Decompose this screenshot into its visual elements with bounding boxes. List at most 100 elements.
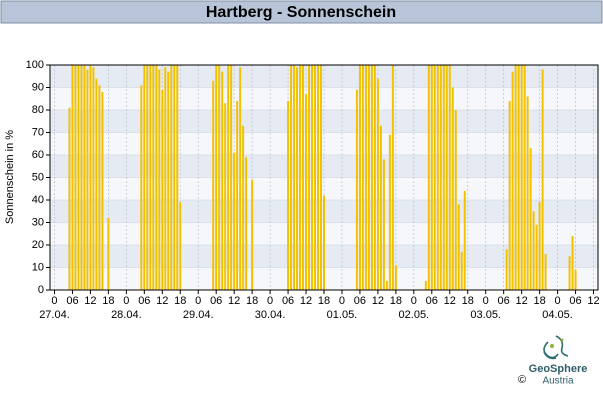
bar bbox=[361, 65, 364, 290]
bar bbox=[86, 69, 89, 290]
bar bbox=[299, 65, 302, 290]
bar bbox=[149, 65, 152, 290]
bar bbox=[317, 65, 320, 290]
bar bbox=[164, 67, 167, 290]
x-tick-label: 18 bbox=[390, 295, 402, 307]
bar bbox=[505, 249, 508, 290]
bar bbox=[394, 265, 397, 290]
bar bbox=[517, 65, 520, 290]
bar bbox=[463, 191, 466, 290]
bar bbox=[433, 65, 436, 290]
bar bbox=[538, 202, 541, 290]
bar bbox=[323, 195, 325, 290]
y-tick-label: 80 bbox=[32, 104, 44, 116]
bar bbox=[523, 65, 526, 290]
x-tick-label: 06 bbox=[426, 295, 438, 307]
bar bbox=[311, 65, 314, 290]
x-tick-label: 18 bbox=[462, 295, 474, 307]
bar bbox=[173, 65, 176, 290]
bar bbox=[427, 65, 430, 290]
bar bbox=[526, 96, 529, 290]
bar bbox=[442, 65, 445, 290]
bar bbox=[320, 65, 323, 290]
bar bbox=[370, 65, 373, 290]
bar bbox=[161, 89, 164, 290]
bar bbox=[296, 67, 299, 290]
x-tick-label: 0 bbox=[51, 295, 57, 307]
bar bbox=[287, 101, 290, 290]
y-tick-label: 20 bbox=[32, 239, 44, 251]
bar bbox=[544, 254, 547, 290]
logo-sub: Austria bbox=[542, 376, 574, 387]
logo-icon bbox=[543, 335, 569, 360]
x-tick-label: 18 bbox=[533, 295, 545, 307]
bar bbox=[80, 65, 83, 290]
bar bbox=[382, 159, 385, 290]
bar bbox=[155, 65, 158, 290]
bar bbox=[532, 211, 535, 290]
bar bbox=[224, 103, 227, 290]
x-tick-label: 0 bbox=[339, 295, 345, 307]
bar bbox=[98, 85, 101, 290]
bar bbox=[212, 80, 215, 290]
date-label: 03.05. bbox=[470, 309, 501, 321]
bar bbox=[170, 65, 173, 290]
bar bbox=[385, 281, 388, 290]
bar bbox=[457, 204, 460, 290]
x-tick-label: 18 bbox=[246, 295, 258, 307]
x-tick-label: 12 bbox=[300, 295, 312, 307]
bar bbox=[77, 65, 80, 290]
bar bbox=[245, 157, 248, 290]
date-label: 30.04. bbox=[255, 309, 286, 321]
bar bbox=[74, 65, 77, 290]
bar bbox=[233, 152, 236, 290]
logo-name: GeoSphere bbox=[529, 363, 588, 375]
x-tick-label: 12 bbox=[156, 295, 168, 307]
bar bbox=[176, 65, 179, 290]
y-tick-label: 50 bbox=[32, 171, 44, 183]
bar bbox=[373, 65, 376, 290]
bar bbox=[242, 125, 245, 290]
bar bbox=[179, 202, 182, 290]
bar bbox=[140, 85, 143, 290]
x-tick-label: 12 bbox=[587, 295, 599, 307]
date-label: 01.05. bbox=[327, 309, 358, 321]
bar bbox=[302, 65, 305, 290]
x-tick-label: 12 bbox=[516, 295, 528, 307]
logo: GeoSphere Austria © bbox=[518, 335, 588, 387]
bar bbox=[388, 134, 391, 290]
x-tick-label: 06 bbox=[210, 295, 222, 307]
x-tick-label: 12 bbox=[228, 295, 240, 307]
bar bbox=[448, 65, 451, 290]
date-label: 02.05. bbox=[399, 309, 430, 321]
y-tick-label: 0 bbox=[38, 284, 44, 296]
bar bbox=[290, 65, 293, 290]
bar bbox=[218, 65, 221, 290]
x-tick-label: 12 bbox=[444, 295, 456, 307]
bar bbox=[239, 67, 242, 290]
bar bbox=[95, 78, 98, 290]
bar bbox=[568, 256, 571, 290]
bar bbox=[508, 101, 511, 290]
bar bbox=[376, 78, 379, 290]
bar bbox=[83, 65, 86, 290]
y-tick-label: 30 bbox=[32, 216, 44, 228]
bar bbox=[143, 65, 146, 290]
date-label: 28.04. bbox=[111, 309, 142, 321]
bar bbox=[451, 87, 454, 290]
bar bbox=[251, 179, 254, 290]
bar bbox=[574, 269, 577, 290]
bar bbox=[158, 69, 161, 290]
bar bbox=[460, 251, 463, 290]
band bbox=[50, 177, 598, 200]
bar bbox=[68, 107, 71, 290]
bar bbox=[367, 65, 370, 290]
bar bbox=[436, 65, 439, 290]
x-tick-label: 0 bbox=[267, 295, 273, 307]
chart-title: Hartberg - Sonnenschein bbox=[206, 4, 396, 21]
y-axis-label: Sonnenschein in % bbox=[4, 130, 16, 224]
bar bbox=[541, 69, 544, 290]
y-tick-label: 10 bbox=[32, 261, 44, 273]
bar bbox=[107, 218, 110, 290]
